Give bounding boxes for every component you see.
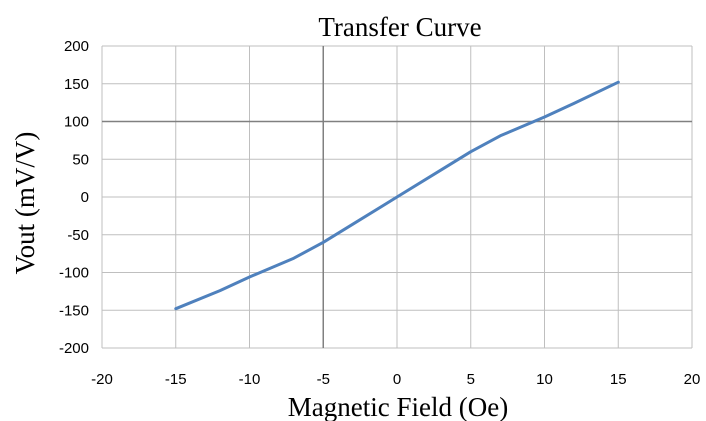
axes: [102, 46, 692, 348]
y-tick-label: -100: [59, 265, 89, 282]
y-tick-label: -50: [67, 227, 89, 244]
y-tick-label: -200: [59, 340, 89, 357]
x-tick-label: 15: [610, 371, 627, 388]
y-tick-labels: 200 150 100 50 0 -50 -100 -150 -200: [59, 38, 89, 357]
x-tick-label: -20: [91, 371, 113, 388]
y-tick-label: 200: [64, 38, 89, 55]
y-tick-label: 100: [64, 114, 89, 131]
y-tick-label: -150: [59, 302, 89, 319]
x-tick-label: -15: [165, 371, 187, 388]
series-line: [174, 80, 620, 311]
series-layer: [174, 80, 620, 311]
x-tick-label: 20: [684, 371, 701, 388]
y-tick-label: 50: [72, 151, 89, 168]
x-axis-title: Magnetic Field (Oe): [288, 392, 508, 421]
y-tick-label: 150: [64, 76, 89, 93]
x-tick-label: 10: [536, 371, 553, 388]
y-tick-label: 0: [81, 189, 89, 206]
x-tick-labels: -20 -15 -10 -5 0 5 10 15 20: [91, 371, 700, 388]
y-axis-title: Vout (mV/V): [10, 132, 40, 275]
x-tick-label: 5: [467, 371, 475, 388]
x-tick-label: -5: [317, 371, 330, 388]
chart-title: Transfer Curve: [318, 12, 481, 42]
x-tick-label: 0: [393, 371, 401, 388]
x-tick-label: -10: [239, 371, 261, 388]
